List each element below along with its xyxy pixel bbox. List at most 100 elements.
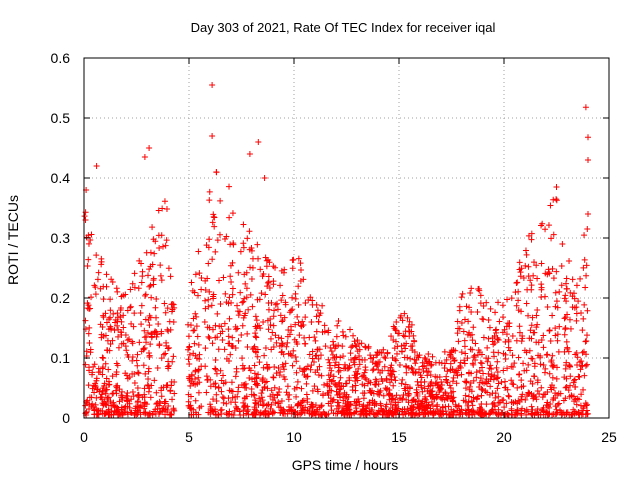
data-point bbox=[563, 285, 570, 292]
data-point bbox=[288, 407, 295, 414]
data-point bbox=[93, 163, 100, 169]
data-point bbox=[164, 305, 171, 312]
data-point bbox=[462, 350, 469, 357]
data-point bbox=[132, 407, 139, 414]
data-point bbox=[485, 335, 492, 342]
data-point bbox=[428, 361, 435, 368]
data-point bbox=[258, 394, 265, 401]
data-point bbox=[236, 408, 243, 415]
data-point bbox=[150, 275, 157, 282]
data-point bbox=[226, 315, 233, 322]
data-point bbox=[470, 354, 477, 361]
data-point bbox=[257, 325, 264, 332]
data-point bbox=[415, 405, 422, 412]
data-point bbox=[228, 278, 235, 285]
data-point bbox=[279, 407, 286, 414]
data-point bbox=[167, 387, 174, 394]
data-point bbox=[514, 384, 521, 391]
data-point bbox=[505, 344, 512, 351]
data-point bbox=[155, 321, 162, 328]
data-point bbox=[326, 359, 333, 366]
y-tick-label: 0.3 bbox=[51, 230, 71, 246]
data-point bbox=[249, 376, 256, 383]
data-point bbox=[94, 410, 101, 417]
data-point bbox=[83, 408, 90, 415]
data-point bbox=[211, 214, 218, 221]
data-point bbox=[458, 371, 465, 378]
data-point bbox=[578, 310, 585, 317]
data-point bbox=[389, 354, 396, 361]
data-point bbox=[398, 342, 405, 349]
data-point bbox=[195, 374, 202, 381]
data-point bbox=[284, 383, 291, 390]
data-point bbox=[429, 353, 436, 360]
data-point bbox=[283, 389, 290, 396]
data-point bbox=[122, 291, 129, 298]
data-point bbox=[312, 411, 319, 418]
data-point bbox=[229, 259, 236, 266]
data-point bbox=[558, 282, 565, 289]
data-point bbox=[339, 343, 346, 350]
data-point bbox=[141, 327, 148, 334]
data-point bbox=[314, 406, 321, 413]
data-point bbox=[583, 407, 590, 414]
data-point bbox=[266, 410, 273, 417]
data-point bbox=[540, 361, 547, 368]
data-point bbox=[99, 387, 106, 394]
data-point bbox=[92, 383, 99, 390]
data-point bbox=[380, 392, 387, 399]
data-point bbox=[503, 331, 510, 338]
data-point bbox=[239, 322, 246, 329]
data-point bbox=[433, 403, 440, 410]
data-point bbox=[147, 249, 154, 256]
data-point bbox=[550, 363, 557, 370]
data-point bbox=[85, 256, 92, 263]
data-point bbox=[479, 386, 486, 393]
data-point bbox=[415, 382, 422, 389]
data-point bbox=[277, 312, 284, 319]
data-point bbox=[506, 393, 513, 400]
data-point bbox=[237, 411, 244, 418]
data-point bbox=[272, 399, 279, 406]
data-point bbox=[392, 326, 399, 333]
data-point bbox=[394, 350, 401, 357]
data-point bbox=[485, 370, 492, 377]
data-point bbox=[332, 382, 339, 389]
data-point bbox=[156, 342, 163, 349]
data-point bbox=[151, 250, 158, 257]
data-point bbox=[429, 382, 436, 389]
data-point bbox=[94, 411, 101, 418]
data-point bbox=[447, 385, 454, 392]
data-point bbox=[158, 384, 165, 391]
data-point bbox=[582, 411, 589, 418]
data-point bbox=[134, 369, 141, 376]
data-point bbox=[294, 401, 301, 408]
data-point bbox=[546, 327, 553, 334]
data-point bbox=[531, 329, 538, 336]
data-point bbox=[315, 372, 322, 379]
data-point bbox=[377, 402, 384, 409]
data-point bbox=[531, 259, 538, 266]
data-point bbox=[415, 411, 422, 418]
data-point bbox=[475, 285, 482, 292]
data-point bbox=[504, 296, 511, 303]
data-point bbox=[229, 291, 236, 298]
data-point bbox=[538, 294, 545, 301]
data-point bbox=[142, 292, 149, 299]
data-point bbox=[131, 310, 138, 317]
data-point bbox=[562, 384, 569, 391]
data-point bbox=[150, 408, 157, 415]
data-point bbox=[158, 277, 165, 284]
data-point bbox=[476, 367, 483, 374]
data-point bbox=[278, 297, 285, 304]
data-point bbox=[553, 298, 560, 305]
data-point bbox=[394, 330, 401, 337]
data-point bbox=[103, 386, 110, 393]
data-point bbox=[490, 341, 497, 348]
data-point bbox=[313, 328, 320, 335]
data-point bbox=[165, 365, 172, 372]
data-point bbox=[254, 241, 261, 248]
data-point bbox=[581, 256, 588, 263]
data-point bbox=[301, 366, 308, 373]
data-point bbox=[300, 322, 307, 329]
